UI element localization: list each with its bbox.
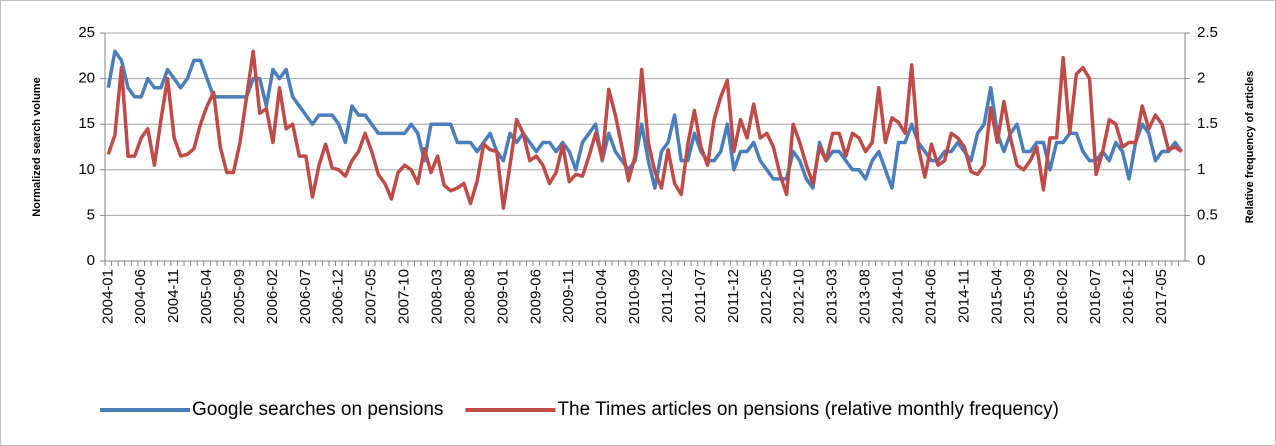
y2-tick-label: 1 bbox=[1197, 161, 1205, 178]
x-tick-label: 2011-12 bbox=[725, 269, 742, 323]
x-tick-label: 2004-11 bbox=[165, 269, 182, 323]
x-tick-label: 2007-05 bbox=[363, 269, 380, 324]
y-tick-label: 25 bbox=[78, 24, 95, 41]
x-tick-label: 2012-10 bbox=[791, 269, 808, 324]
y-tick-label: 0 bbox=[87, 252, 95, 269]
x-tick-label: 2007-10 bbox=[396, 269, 413, 324]
y2-axis-title: Relative frequency of articles bbox=[1244, 71, 1256, 224]
x-tick-label: 2013-03 bbox=[824, 269, 841, 324]
x-tick-label: 2009-11 bbox=[560, 269, 577, 323]
x-tick-label: 2006-02 bbox=[264, 269, 281, 324]
y2-tick-label: 0.5 bbox=[1197, 206, 1218, 223]
x-tick-label: 2016-02 bbox=[1054, 269, 1071, 324]
x-tick-label: 2010-09 bbox=[626, 269, 643, 324]
y-tick-label: 10 bbox=[78, 161, 95, 178]
y2-tick-label: 2.5 bbox=[1197, 24, 1218, 41]
x-tick-label: 2006-12 bbox=[330, 269, 347, 324]
legend-label: The Times articles on pensions (relative… bbox=[557, 399, 1059, 420]
x-tick-label: 2015-09 bbox=[1021, 269, 1038, 324]
legend-label: Google searches on pensions bbox=[192, 399, 443, 420]
x-tick-label: 2010-04 bbox=[593, 269, 610, 324]
series-line bbox=[106, 49, 1183, 210]
y2-tick-label: 1.5 bbox=[1197, 115, 1218, 132]
x-tick-label: 2014-01 bbox=[890, 269, 907, 324]
x-tick-label: 2012-05 bbox=[758, 269, 775, 324]
y2-tick-label: 2 bbox=[1197, 70, 1205, 87]
x-tick-label: 2009-06 bbox=[527, 269, 544, 324]
x-tick-label: 2004-01 bbox=[99, 269, 116, 324]
x-tick-label: 2016-07 bbox=[1087, 269, 1104, 324]
y-tick-label: 20 bbox=[78, 70, 95, 87]
x-tick-label: 2005-04 bbox=[198, 269, 215, 324]
x-tick-label: 2015-04 bbox=[988, 269, 1005, 324]
y-tick-label: 5 bbox=[87, 206, 95, 223]
x-tick-label: 2006-07 bbox=[297, 269, 314, 324]
series-line bbox=[106, 49, 1184, 190]
x-tick-label: 2014-11 bbox=[955, 269, 972, 323]
x-tick-label: 2005-09 bbox=[231, 269, 248, 324]
x-tick-label: 2009-01 bbox=[494, 269, 511, 324]
x-tick-label: 2008-03 bbox=[429, 269, 446, 324]
x-tick-label: 2017-05 bbox=[1153, 269, 1170, 324]
y2-tick-label: 0 bbox=[1197, 252, 1205, 269]
x-tick-label: 2004-06 bbox=[132, 269, 149, 324]
y-axis-title: Normalized search volume bbox=[31, 77, 43, 216]
x-tick-label: 2011-07 bbox=[692, 269, 709, 323]
x-tick-label: 2016-12 bbox=[1120, 269, 1137, 324]
x-tick-label: 2014-06 bbox=[922, 269, 939, 324]
x-tick-label: 2008-08 bbox=[461, 269, 478, 324]
y-tick-label: 15 bbox=[78, 115, 95, 132]
x-tick-label: 2013-08 bbox=[857, 269, 874, 324]
x-tick-label: 2011-02 bbox=[659, 269, 676, 323]
